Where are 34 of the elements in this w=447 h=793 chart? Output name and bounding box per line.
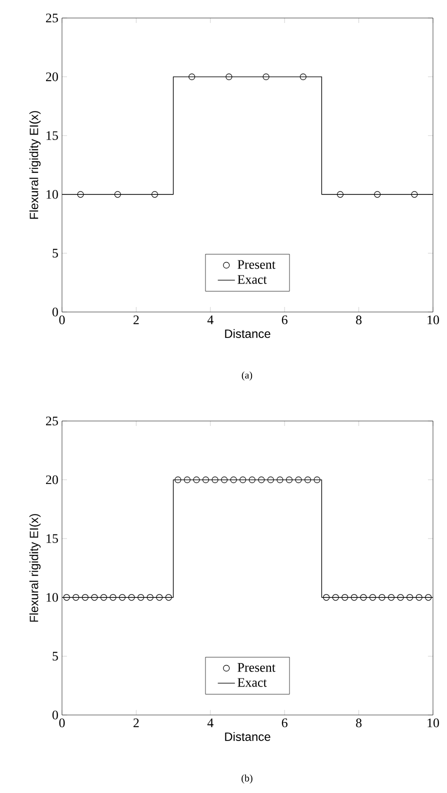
legend-label: Present (238, 260, 276, 269)
y-tick-label: 20 (46, 72, 58, 82)
x-tick-label: 2 (134, 718, 139, 728)
y-tick-label: 15 (46, 131, 58, 140)
legend-label: Exact (238, 678, 267, 687)
y-axis-title: Flexural rigidity EI(x) (29, 111, 41, 219)
x-tick-label: 4 (207, 718, 214, 728)
x-tick-label: 4 (207, 316, 214, 324)
y-tick-label: 0 (52, 308, 58, 316)
y-tick-label: 5 (52, 652, 58, 661)
x-tick-label: 0 (59, 718, 65, 728)
text: (a) (242, 371, 252, 381)
x-tick-label: 6 (282, 316, 288, 324)
y-tick-label: 0 (52, 710, 58, 720)
x-tick-label: 8 (356, 316, 362, 324)
x-axis-title: Distance (225, 329, 270, 338)
y-tick-label: 25 (46, 14, 58, 22)
y-tick-label: 20 (46, 475, 58, 484)
x-tick-label: 0 (59, 316, 65, 324)
y-tick-label: 10 (46, 593, 58, 602)
y-tick-label: 25 (46, 416, 58, 426)
x-tick-label: 10 (428, 316, 439, 324)
x-axis-title: Distance (225, 732, 270, 741)
x-tick-label: 8 (356, 718, 362, 728)
y-tick-label: 15 (46, 534, 58, 543)
legend-label: Present (238, 663, 276, 672)
y-axis-title: Flexural rigidity EI(x) (29, 514, 41, 622)
x-tick-label: 6 (282, 718, 288, 728)
x-tick-label: 2 (134, 316, 139, 324)
y-tick-label: 5 (52, 248, 58, 258)
x-tick-label: 10 (428, 718, 439, 728)
legend-label: Exact (238, 275, 267, 284)
y-tick-label: 10 (46, 190, 58, 199)
text: (b) (242, 774, 252, 784)
